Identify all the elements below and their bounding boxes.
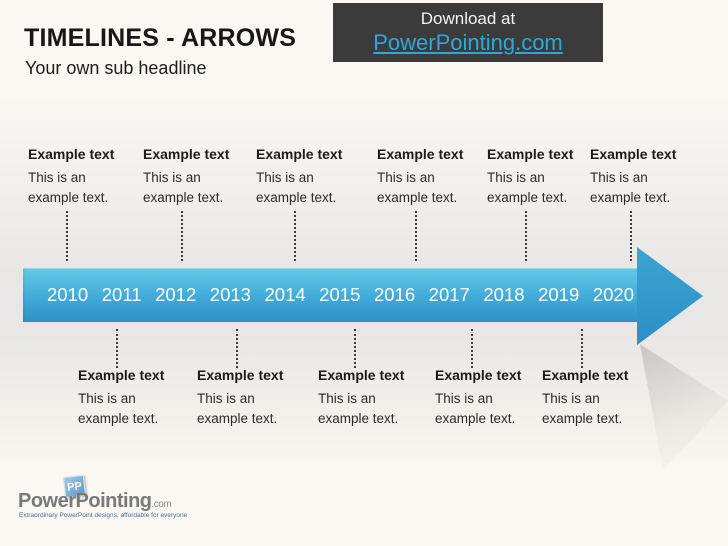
download-banner: Download at PowerPointing.com bbox=[333, 3, 603, 62]
timeline-year: 2017 bbox=[428, 284, 470, 305]
event-heading: Example text bbox=[143, 146, 230, 162]
timeline-year: 2012 bbox=[155, 284, 197, 305]
event-heading: Example text bbox=[590, 146, 677, 162]
timeline-event-bottom: Example text This is an example text. bbox=[197, 367, 299, 430]
timeline-year: 2010 bbox=[47, 284, 89, 305]
event-body: This is an example text. bbox=[318, 391, 399, 427]
event-heading: Example text bbox=[435, 367, 522, 383]
connector-line bbox=[181, 211, 183, 261]
connector-line bbox=[630, 211, 632, 261]
connector-line bbox=[581, 329, 583, 368]
event-heading: Example text bbox=[542, 367, 629, 383]
timeline-year: 2011 bbox=[101, 284, 142, 305]
logo-tagline: Extraordinary PowerPoint designs, afford… bbox=[19, 512, 188, 519]
timeline-event-top: Example text This is an example text. bbox=[377, 146, 479, 209]
event-body: This is an example text. bbox=[143, 170, 224, 206]
event-body: This is an example text. bbox=[28, 170, 109, 206]
event-body: This is an example text. bbox=[197, 391, 278, 427]
connector-line bbox=[415, 211, 417, 261]
event-body: This is an example text. bbox=[435, 391, 516, 427]
timeline-year: 2020 bbox=[592, 284, 634, 305]
timeline-event-bottom: Example text This is an example text. bbox=[542, 367, 644, 430]
event-heading: Example text bbox=[28, 146, 115, 162]
event-body: This is an example text. bbox=[487, 170, 568, 206]
event-body: This is an example text. bbox=[590, 170, 671, 206]
timeline-year: 2013 bbox=[209, 284, 251, 305]
timeline-year: 2015 bbox=[319, 284, 361, 305]
connector-line bbox=[294, 211, 296, 261]
logo-name: PowerPointing bbox=[18, 490, 152, 512]
timeline-arrow-bar: 2010 2011 2012 2013 2014 2015 2016 2017 … bbox=[23, 268, 638, 322]
powerpointing-link[interactable]: PowerPointing.com bbox=[373, 30, 563, 55]
timeline-year: 2018 bbox=[483, 284, 525, 305]
powerpointing-logo[interactable]: PP PowerPointing.com Extraordinary Power… bbox=[18, 474, 198, 522]
connector-line bbox=[471, 329, 473, 368]
timeline-event-top: Example text This is an example text. bbox=[143, 146, 245, 209]
event-heading: Example text bbox=[197, 367, 284, 383]
timeline-event-bottom: Example text This is an example text. bbox=[318, 367, 420, 430]
page-title: TIMELINES - ARROWS bbox=[24, 24, 297, 52]
download-prefix-label: Download at bbox=[420, 9, 516, 28]
timeline-event-bottom: Example text This is an example text. bbox=[78, 367, 180, 430]
event-heading: Example text bbox=[256, 146, 343, 162]
event-heading: Example text bbox=[78, 367, 165, 383]
event-body: This is an example text. bbox=[256, 170, 337, 206]
timeline-event-top: Example text This is an example text. bbox=[28, 146, 130, 209]
timeline-event-top: Example text This is an example text. bbox=[590, 146, 692, 209]
connector-line bbox=[525, 211, 527, 261]
timeline-event-bottom: Example text This is an example text. bbox=[435, 367, 537, 430]
timeline-event-top: Example text This is an example text. bbox=[256, 146, 358, 209]
logo-wordmark: PowerPointing.com bbox=[18, 490, 172, 513]
logo-tld: .com bbox=[151, 499, 172, 510]
event-heading: Example text bbox=[487, 146, 574, 162]
event-heading: Example text bbox=[377, 146, 464, 162]
timeline-year: 2014 bbox=[264, 284, 306, 305]
timeline-year: 2019 bbox=[538, 284, 580, 305]
connector-line bbox=[236, 329, 238, 368]
event-body: This is an example text. bbox=[78, 391, 159, 427]
event-heading: Example text bbox=[318, 367, 405, 383]
page-subtitle: Your own sub headline bbox=[25, 58, 207, 78]
connector-line bbox=[354, 329, 356, 368]
timeline-event-top: Example text This is an example text. bbox=[487, 146, 589, 209]
event-body: This is an example text. bbox=[377, 170, 458, 206]
connector-line bbox=[66, 211, 68, 261]
event-body: This is an example text. bbox=[542, 391, 623, 427]
timeline-year: 2016 bbox=[373, 284, 416, 305]
connector-line bbox=[116, 329, 118, 368]
